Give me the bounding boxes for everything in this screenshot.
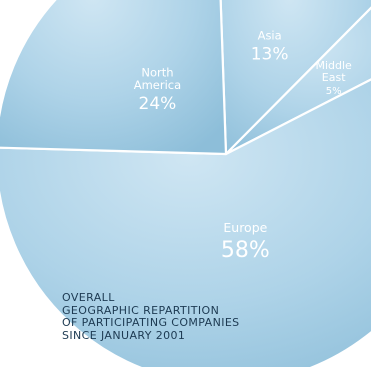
label-north-america-name-2: America <box>134 78 181 92</box>
label-middle-east-value: 5% <box>326 86 342 97</box>
label-north-america-name-1: North <box>141 65 173 79</box>
pie-slice-asia <box>219 0 371 156</box>
caption-line-4: SINCE JANUARY 2001 <box>62 328 186 342</box>
label-europe-value: 58% <box>221 238 270 263</box>
label-middle-east-name-2: East <box>322 71 346 84</box>
label-asia-value: 13% <box>251 44 289 64</box>
pie-slice-north-america <box>0 0 228 156</box>
label-europe-name-1: Europe <box>223 220 267 235</box>
label-north-america-value: 24% <box>139 94 177 114</box>
label-middle-east-name-1: Middle <box>315 59 352 72</box>
caption-line-1: OVERALL <box>62 291 115 304</box>
pie-slice-middle-east <box>224 6 371 156</box>
caption-line-2: GEOGRAPHIC REPARTITION <box>62 303 220 317</box>
label-asia-name-1: Asia <box>258 28 282 42</box>
chart-caption: OVERALL GEOGRAPHIC REPARTITION OF PARTIC… <box>62 291 240 342</box>
caption-line-3: OF PARTICIPATING COMPANIES <box>62 316 240 329</box>
